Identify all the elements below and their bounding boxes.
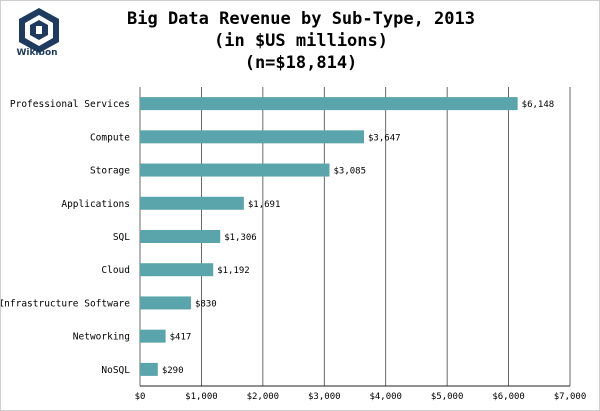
bar (140, 97, 518, 111)
category-label: Compute (90, 132, 130, 143)
data-label: $1,691 (248, 200, 281, 210)
category-label: Professional Services (10, 99, 130, 110)
category-label: Applications (61, 199, 130, 210)
data-label: $3,647 (368, 133, 401, 143)
category-label: Cloud (101, 265, 130, 276)
data-label: $3,085 (334, 167, 367, 177)
chart-subtitle-total: (n=$18,814) (244, 53, 358, 73)
data-label: $290 (162, 366, 184, 376)
chart-title: Big Data Revenue by Sub-Type, 2013 (127, 9, 475, 29)
bar (140, 362, 158, 376)
bar (140, 296, 191, 310)
category-label: SQL (113, 232, 130, 243)
category-label: Infrastructure Software (1, 298, 130, 309)
category-label: Storage (90, 166, 130, 177)
x-tick-label: $6,000 (492, 392, 525, 402)
bar (140, 163, 330, 177)
x-tick-label: $3,000 (308, 392, 341, 402)
wikibon-hexagon-logo-icon (19, 8, 59, 53)
chart-subtitle-units: (in $US millions) (214, 31, 388, 51)
category-label: NoSQL (101, 365, 130, 376)
logo-text: Wikibon (16, 48, 58, 58)
bar (140, 196, 244, 210)
bar (140, 263, 214, 277)
bar (140, 130, 365, 144)
x-tick-label: $1,000 (185, 392, 218, 402)
data-label: $417 (170, 333, 192, 343)
bar (140, 329, 166, 343)
x-tick-label: $7,000 (554, 392, 587, 402)
data-label: $1,306 (224, 233, 257, 243)
x-tick-label: $2,000 (247, 392, 280, 402)
bar (140, 230, 221, 243)
data-label: $1,192 (217, 266, 250, 276)
x-tick-label: $4,000 (369, 392, 402, 402)
x-tick-label: $5,000 (431, 392, 464, 402)
category-label: Networking (73, 332, 130, 343)
data-label: $830 (195, 299, 217, 309)
data-label: $6,148 (522, 100, 555, 110)
x-tick-label: $0 (135, 392, 146, 402)
